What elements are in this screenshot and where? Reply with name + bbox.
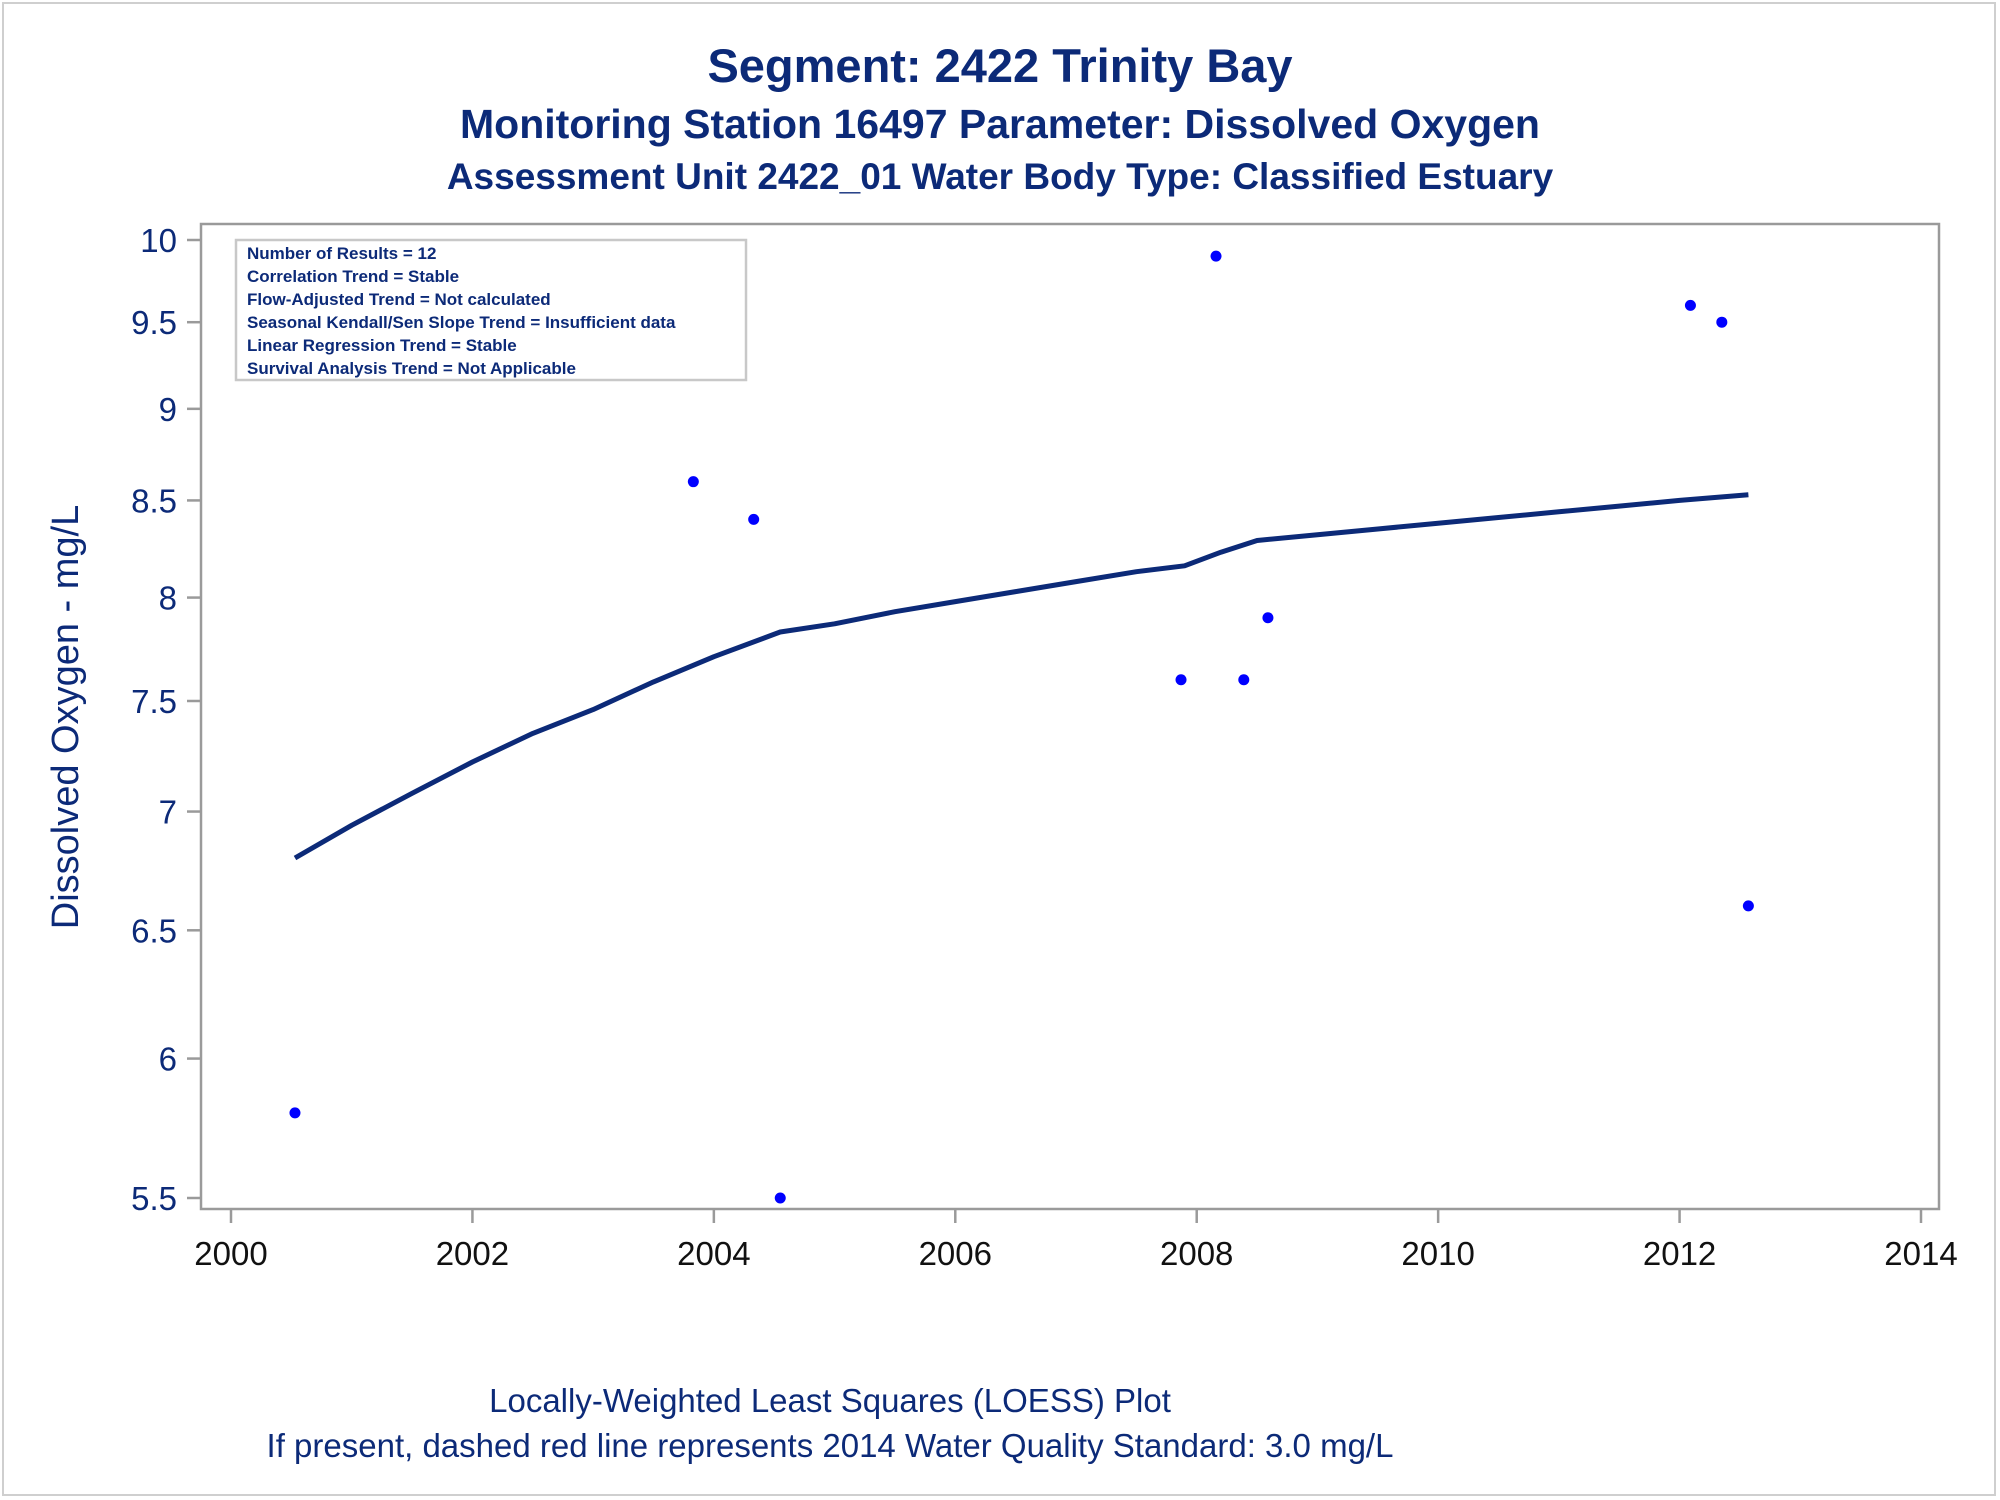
x-tick-label: 2000 bbox=[194, 1235, 267, 1272]
data-point bbox=[1238, 674, 1250, 686]
y-axis-label: Dissolved Oxygen - mg/L bbox=[45, 505, 87, 930]
loess-layer bbox=[293, 492, 1749, 861]
y-tick-label: 5.5 bbox=[131, 1180, 177, 1217]
y-tick-label: 8.5 bbox=[131, 482, 177, 519]
data-point bbox=[1210, 250, 1222, 262]
chart-subtitle-station: Monitoring Station 16497 Parameter: Diss… bbox=[460, 101, 1540, 147]
x-tick-label: 2002 bbox=[436, 1235, 509, 1272]
y-axis: 5.5 6 6.5 7 7.5 8 8.5 9 9.5 10 bbox=[131, 222, 201, 1217]
info-line-results: Number of Results = 12 bbox=[247, 244, 436, 263]
points-layer bbox=[289, 250, 1754, 1204]
y-tick-label: 7 bbox=[159, 794, 177, 831]
y-tick-label: 8 bbox=[159, 580, 177, 617]
y-tick-label: 6 bbox=[159, 1041, 177, 1078]
data-point bbox=[1742, 900, 1754, 912]
info-box-frame bbox=[234, 238, 748, 382]
chart-subtitle-assessment: Assessment Unit 2422_01 Water Body Type:… bbox=[446, 156, 1554, 197]
data-point bbox=[687, 476, 699, 488]
loess-line bbox=[293, 492, 1749, 861]
info-line-correlation: Correlation Trend = Stable bbox=[247, 267, 459, 286]
x-tick-label: 2012 bbox=[1643, 1235, 1716, 1272]
footnote-method: Locally-Weighted Least Squares (LOESS) P… bbox=[489, 1382, 1171, 1419]
chart-title: Segment: 2422 Trinity Bay bbox=[707, 39, 1293, 92]
data-point bbox=[1716, 316, 1728, 328]
y-tick-label: 9.5 bbox=[131, 304, 177, 341]
y-tick-label: 6.5 bbox=[131, 912, 177, 949]
info-line-linear-regression: Linear Regression Trend = Stable bbox=[247, 336, 517, 355]
x-tick-label: 2004 bbox=[677, 1235, 750, 1272]
y-tick-label: 10 bbox=[140, 222, 177, 259]
data-point bbox=[1684, 299, 1696, 311]
info-line-seasonal-kendall: Seasonal Kendall/Sen Slope Trend = Insuf… bbox=[247, 313, 676, 332]
x-axis: 2000 2002 2004 2006 2008 2010 2012 2014 bbox=[194, 1209, 1958, 1272]
y-tick-label: 9 bbox=[159, 391, 177, 428]
data-point bbox=[1175, 674, 1187, 686]
data-point bbox=[774, 1192, 786, 1204]
info-box: Number of Results = 12 Correlation Trend… bbox=[234, 238, 748, 382]
x-tick-label: 2014 bbox=[1884, 1235, 1957, 1272]
x-tick-label: 2010 bbox=[1401, 1235, 1474, 1272]
plot-area bbox=[199, 222, 1941, 1211]
x-tick-label: 2006 bbox=[919, 1235, 992, 1272]
data-point bbox=[1262, 612, 1274, 624]
data-point bbox=[748, 513, 760, 525]
data-point bbox=[289, 1107, 301, 1119]
info-line-flow-adjusted: Flow-Adjusted Trend = Not calculated bbox=[247, 290, 551, 309]
x-tick-label: 2008 bbox=[1160, 1235, 1233, 1272]
info-line-survival-analysis: Survival Analysis Trend = Not Applicable bbox=[247, 359, 576, 378]
footnote-standard: If present, dashed red line represents 2… bbox=[266, 1427, 1394, 1464]
y-tick-label: 7.5 bbox=[131, 683, 177, 720]
